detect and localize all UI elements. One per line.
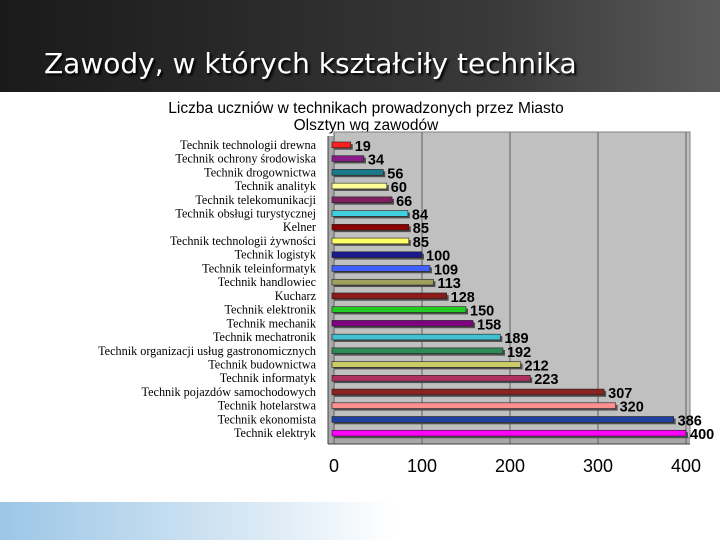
value-label: 386	[678, 413, 702, 429]
category-label: Technik elektronik	[224, 303, 316, 317]
bar-3	[331, 169, 384, 176]
category-label: Kelner	[283, 220, 316, 234]
bar-22	[331, 429, 687, 437]
bar-8	[331, 237, 410, 245]
value-label: 100	[426, 249, 450, 265]
value-label: 85	[413, 235, 429, 251]
value-label: 34	[368, 153, 384, 169]
value-label: 223	[534, 372, 558, 388]
chart-title-line-1: Liczba uczniów w technikach prowadzonych…	[168, 100, 564, 117]
category-label: Technik ochrony środowiska	[175, 152, 316, 166]
category-label: Technik elektryk	[234, 426, 317, 440]
value-label: 84	[412, 208, 428, 224]
value-label: 158	[477, 317, 501, 333]
category-label: Technik pojazdów samochodowych	[142, 385, 316, 399]
slide-title: Zawody, w których kształciły technika	[44, 47, 577, 80]
category-label: Kucharz	[275, 289, 317, 303]
value-label: 400	[690, 427, 714, 443]
bar-10	[331, 265, 431, 272]
bar-18	[331, 375, 531, 382]
category-label: Technik teleinformatyk	[202, 261, 317, 275]
category-label: Technik analityk	[235, 179, 317, 193]
category-label: Technik logistyk	[235, 248, 317, 262]
bar-20	[331, 402, 616, 409]
category-label: Technik budownictwa	[208, 358, 316, 372]
category-label: Technik handlowiec	[218, 275, 317, 289]
bar-6	[331, 210, 409, 217]
bar-19	[331, 388, 605, 396]
value-label: 113	[437, 276, 460, 292]
value-label: 320	[620, 400, 644, 416]
category-label: Technik informatyk	[220, 371, 317, 385]
x-tick-label: 100	[407, 456, 437, 476]
value-label: 150	[470, 304, 494, 320]
x-tick-label: 200	[495, 456, 525, 476]
value-label: 192	[507, 345, 531, 361]
value-label: 109	[434, 262, 458, 278]
bar-9	[331, 251, 423, 258]
category-label: Technik organizacji usług gastronomiczny…	[98, 344, 316, 358]
bar-7	[331, 224, 410, 231]
bar-4	[331, 182, 388, 190]
bar-15	[331, 333, 501, 341]
x-tick-label: 300	[583, 456, 613, 476]
x-tick-label: 400	[671, 456, 701, 476]
slide-footer	[0, 502, 720, 540]
bar-5	[331, 196, 393, 203]
bar-1	[331, 141, 352, 149]
category-label: Technik telekomunikacji	[195, 193, 316, 207]
bar-12	[331, 292, 447, 300]
slide-header: Zawody, w których kształciły technika	[0, 0, 720, 92]
category-label: Technik mechanik	[226, 316, 316, 330]
category-label: Technik obsługi turystycznej	[175, 207, 316, 221]
bar-17	[331, 361, 521, 368]
category-label: Technik technologii żywności	[170, 234, 317, 248]
bar-11	[331, 278, 434, 286]
bar-2	[331, 155, 365, 162]
bar-13	[331, 306, 467, 313]
bar-14	[331, 320, 474, 327]
bar-16	[331, 347, 504, 354]
value-label: 66	[396, 194, 412, 210]
category-label: Technik hotelarstwa	[218, 399, 317, 413]
x-tick-label: 0	[329, 456, 339, 476]
bar-21	[331, 416, 674, 423]
value-label: 85	[413, 221, 429, 237]
chart-title-line-2: Olsztyn wg zawodów	[293, 117, 439, 134]
category-label: Technik ekonomista	[218, 412, 317, 426]
category-label: Technik drogownictwa	[204, 165, 316, 179]
value-label: 307	[608, 386, 632, 402]
category-label: Technik mechatronik	[213, 330, 317, 344]
value-label: 212	[525, 359, 549, 375]
value-label: 19	[355, 139, 371, 155]
chart-title: Liczba uczniów w technikach prowadzonych…	[96, 100, 636, 134]
value-label: 189	[504, 331, 528, 347]
value-label: 128	[451, 290, 475, 306]
category-label: Technik technologii drewna	[180, 138, 316, 152]
value-label: 56	[387, 166, 403, 182]
value-label: 60	[391, 180, 407, 196]
